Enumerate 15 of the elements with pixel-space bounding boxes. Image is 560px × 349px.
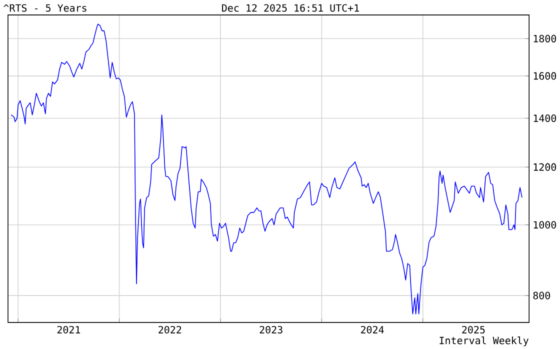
text: Interval Weekly: [440, 336, 529, 346]
y-tick-label: 1200: [534, 163, 556, 171]
x-tick-label: 2023: [260, 326, 282, 334]
chart-title: ^RTS - 5 Years: [4, 4, 86, 12]
line-series: [10, 23, 522, 314]
y-tick-label: 800: [533, 292, 550, 300]
x-tick-label: 2025: [462, 326, 485, 334]
x-tick-label: 2024: [360, 326, 384, 334]
y-tick-label: 1600: [534, 72, 556, 80]
x-tick-label: 2022: [158, 326, 182, 334]
y-tick-label: 1400: [534, 114, 556, 122]
chart-subtitle: Dec 12 2025 16:51 UTC+1: [222, 4, 359, 12]
x-tick-label: 2021: [57, 326, 80, 334]
y-tick-label: 1800: [534, 34, 556, 42]
y-tick-label: 1000: [534, 220, 556, 228]
